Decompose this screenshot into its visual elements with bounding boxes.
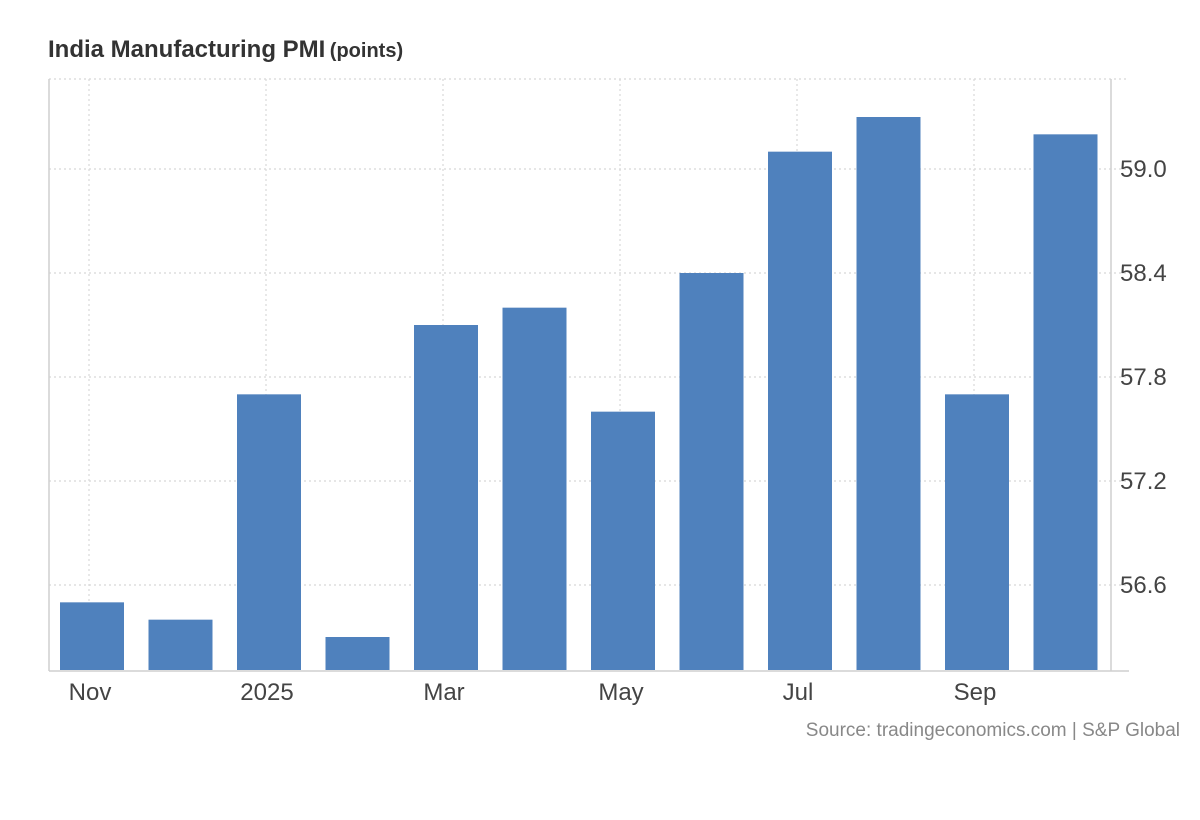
axes [48,79,1129,672]
x-tick-label: Jul [783,679,814,706]
y-tick-label: 59.0 [1120,156,1167,183]
chart-title-text: India Manufacturing PMI [48,36,326,63]
bar [60,602,124,670]
x-tick-label: Mar [423,679,464,706]
bar-chart: 56.6 57.2 57.8 58.4 59.0 Nov 2025 Mar May Jul Sep [48,78,1167,706]
chart-unit: (points) [329,40,404,62]
bar [414,325,478,670]
bars [60,117,1098,671]
x-axis-ticks: Nov 2025 Mar May Jul Sep [69,679,997,706]
y-tick-label: 57.2 [1120,468,1167,495]
bar [679,273,744,670]
bar [768,151,832,670]
chart-title: India Manufacturing PMI (points) [48,36,403,64]
y-tick-label: 56.6 [1120,572,1167,599]
bar [325,637,390,670]
bar [148,619,213,670]
y-axis-ticks: 56.6 57.2 57.8 58.4 59.0 [1120,156,1167,599]
source-note: Source: tradingeconomics.com | S&P Globa… [805,720,1180,741]
x-tick-label: Nov [69,679,112,706]
x-tick-label: May [598,679,643,706]
y-tick-label: 58.4 [1120,260,1167,287]
grid-lines [49,78,1129,670]
bar [856,117,921,670]
bar [591,411,655,670]
bar [945,394,1009,670]
y-tick-label: 57.8 [1120,364,1167,391]
bar [1033,134,1098,671]
x-tick-label: Sep [954,679,997,706]
bar [237,394,301,670]
x-tick-label: 2025 [240,679,293,706]
bar [502,307,567,670]
